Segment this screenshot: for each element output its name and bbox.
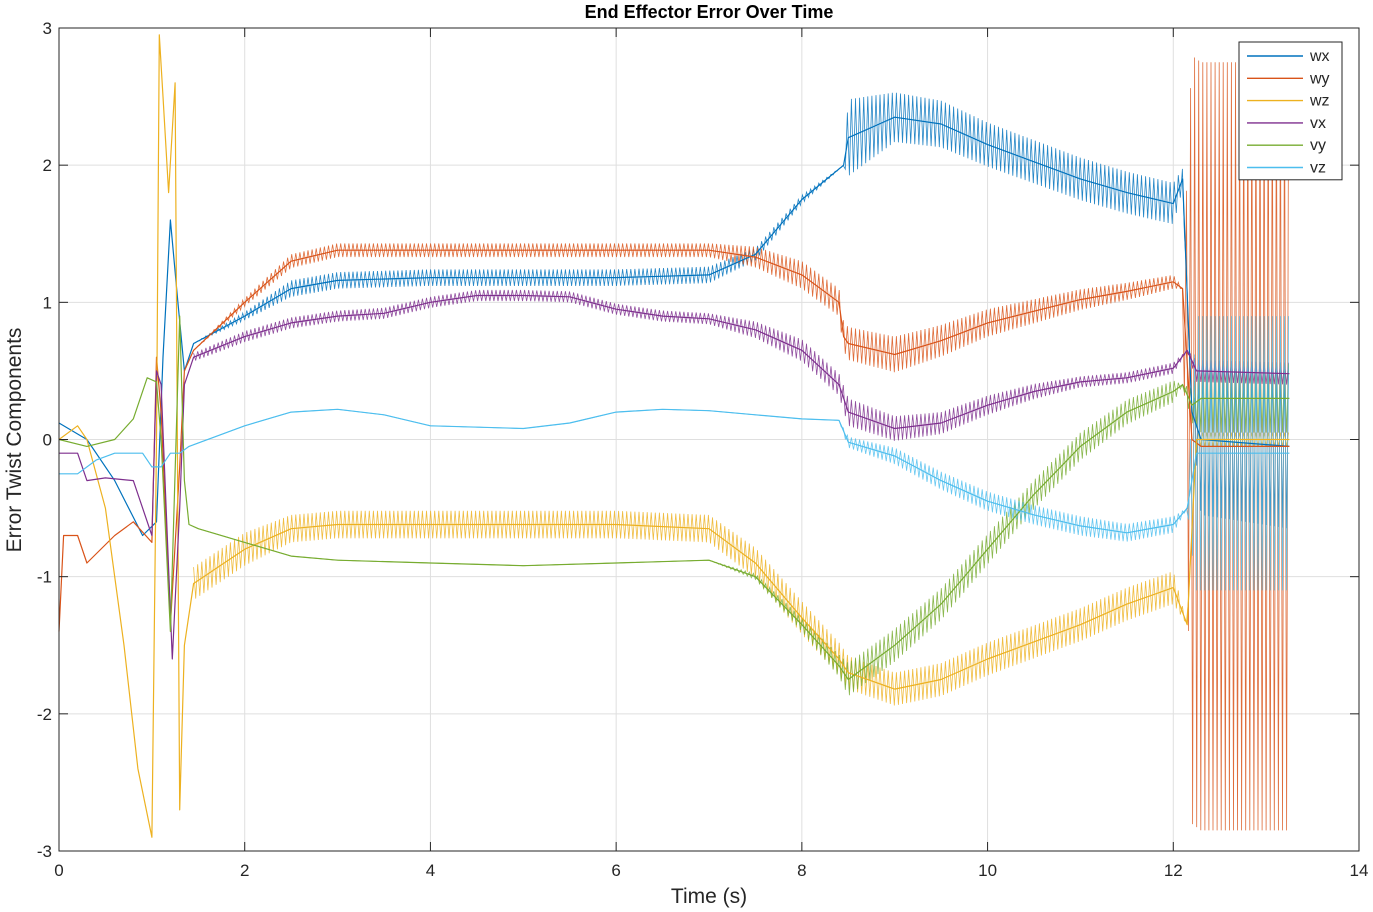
- legend-entry-wz: wz: [1309, 93, 1330, 110]
- x-tick-label: 2: [240, 861, 249, 880]
- y-tick-label: 2: [43, 156, 52, 175]
- y-tick-label: 3: [43, 19, 52, 38]
- series-line-vz: [59, 408, 1290, 534]
- series-line-wy: [58, 249, 1290, 632]
- legend-entry-vx: vx: [1310, 115, 1326, 132]
- x-tick-label: 6: [611, 861, 620, 880]
- x-tick-label: 14: [1350, 861, 1369, 880]
- series-lines: [58, 34, 1290, 838]
- y-tick-label: -2: [37, 705, 52, 724]
- x-tick-label: 12: [1164, 861, 1183, 880]
- y-axis-label: Error Twist Components: [3, 328, 26, 553]
- series-line-vx: [59, 294, 1290, 660]
- legend-entry-wy: wy: [1309, 70, 1330, 87]
- y-tick-label: 0: [43, 431, 52, 450]
- x-tick-label: 0: [54, 861, 63, 880]
- x-tick-label: 8: [797, 861, 806, 880]
- x-axis-label: Time (s): [671, 885, 747, 908]
- x-tick-label: 4: [426, 861, 435, 880]
- legend-entry-vy: vy: [1310, 137, 1326, 154]
- chart-title: End Effector Error Over Time: [585, 2, 834, 22]
- series-band-wy: [193, 57, 1289, 831]
- series-line-wz: [58, 34, 1290, 838]
- series-band-vx: [193, 289, 1289, 441]
- legend: wx wy wz vx vy vz: [1238, 41, 1343, 181]
- y-tick-label: 1: [43, 293, 52, 312]
- grid: [58, 27, 1360, 852]
- legend-entry-wx: wx: [1309, 48, 1330, 65]
- x-tick-label: 10: [978, 861, 997, 880]
- series-line-vy: [58, 315, 1290, 681]
- series-line-wx: [58, 116, 1290, 537]
- legend-box: [1238, 41, 1343, 181]
- series-band-wz: [193, 432, 1289, 706]
- y-tick-label: -1: [37, 568, 52, 587]
- y-tick-label: -3: [37, 842, 52, 861]
- series-band-wx: [193, 92, 1289, 529]
- legend-entry-vz: vz: [1310, 160, 1326, 177]
